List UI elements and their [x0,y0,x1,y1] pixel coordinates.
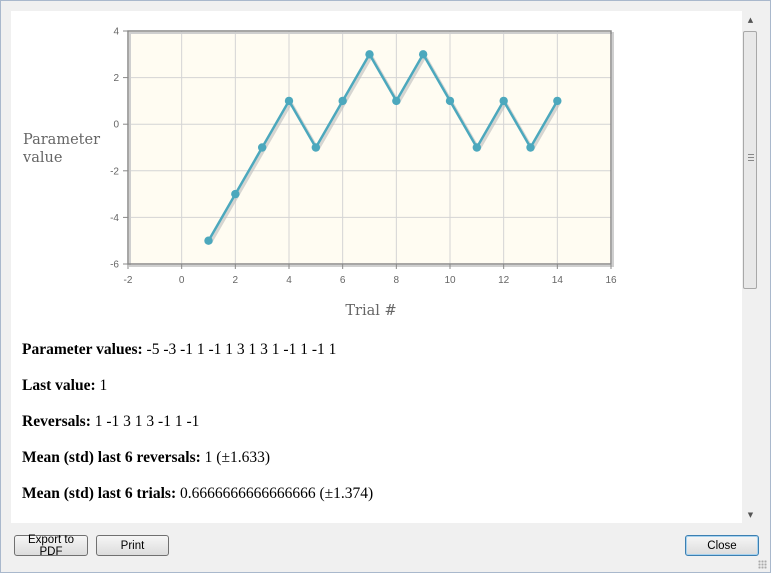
export-pdf-button[interactable]: Export to PDF [14,534,88,558]
mean-reversals-label: Mean (std) last 6 reversals: [22,449,201,466]
x-tick-label: 14 [552,275,564,286]
data-point [553,96,562,106]
last-value: 1 [99,377,108,394]
chart-x-axis-label: Trial # [345,303,397,319]
parameter-values-line: Parameter values: -5 -3 -1 1 -1 1 3 1 3 … [22,341,336,359]
data-point [311,143,321,152]
scrollbar-grip-icon [748,154,754,161]
data-point [499,96,508,106]
data-point [257,143,267,152]
reversals-label: Reversals: [22,413,91,430]
mean-trials: 0.6666666666666666 (±1.374) [180,485,374,502]
data-point [204,236,213,245]
parameter-values: -5 -3 -1 1 -1 1 3 1 3 1 -1 1 -1 1 [146,341,337,358]
data-point [526,143,535,152]
series-line [207,53,559,242]
plot-background [128,31,611,264]
print-button[interactable]: Print [96,535,169,556]
close-button[interactable]: Close [685,535,759,556]
x-tick-label: 16 [605,275,617,286]
data-point [445,96,455,106]
reversals-line: Reversals: 1 -1 3 1 3 -1 1 -1 [22,413,199,431]
y-tick-label: -2 [110,166,119,177]
x-tick-label: 6 [340,275,346,286]
y-tick-label: 4 [113,27,119,38]
x-tick-label: 0 [179,275,185,286]
x-tick-label: 2 [233,275,239,286]
x-tick-label: 12 [498,275,510,286]
scrollbar-thumb[interactable] [743,31,757,289]
x-tick-label: 4 [286,275,292,286]
data-point [284,96,294,106]
vertical-scrollbar[interactable]: ▲ ▼ [742,11,759,523]
y-tick-label: 0 [113,120,119,131]
mean-trials-label: Mean (std) last 6 trials: [22,485,177,502]
data-point [338,96,347,106]
last-value-label: Last value: [22,377,96,394]
plot-frame [127,30,612,265]
data-point [472,143,482,152]
parameter-chart: -2 0 2 4 6 8 10 12 14 16 -6 -4 -2 0 2 4 [110,27,617,287]
parameter-values-label: Parameter values: [22,341,143,358]
data-point [365,50,374,59]
report-content: -2 0 2 4 6 8 10 12 14 16 -6 -4 -2 0 2 4 Parameter value… [11,11,742,523]
mean-reversals: 1 (±1.633) [204,449,271,466]
x-tick-label: 8 [394,275,400,286]
data-point [418,50,428,59]
data-point [231,189,240,199]
chart-y-axis-label: Parameter value [23,132,100,166]
x-tick-label: -2 [124,275,133,286]
mean-trials-line: Mean (std) last 6 trials: 0.666666666666… [22,485,373,503]
scroll-up-arrow-icon[interactable]: ▲ [747,15,754,24]
x-tick-label: 10 [444,275,456,286]
y-tick-label: 2 [113,73,119,84]
data-point [392,96,401,106]
plot-frame-shadow [129,32,614,267]
last-value-line: Last value: 1 [22,377,107,395]
scroll-down-arrow-icon[interactable]: ▼ [747,510,754,519]
resize-grip-icon[interactable] [758,560,767,569]
mean-reversals-line: Mean (std) last 6 reversals: 1 (±1.633) [22,449,270,467]
y-tick-label: -6 [110,260,119,271]
y-tick-label: -4 [110,213,119,224]
reversals: 1 -1 3 1 3 -1 1 -1 [94,413,200,430]
